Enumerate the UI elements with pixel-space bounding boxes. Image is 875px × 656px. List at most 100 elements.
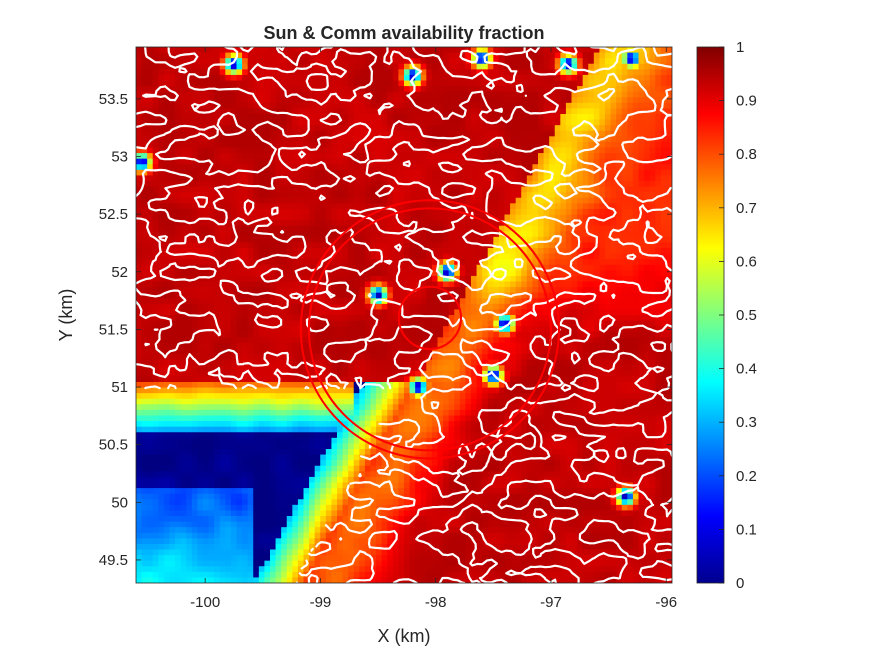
heatmap-cell bbox=[320, 454, 327, 461]
heatmap-cell bbox=[136, 292, 143, 299]
heatmap-cell bbox=[392, 337, 400, 344]
heatmap-cell bbox=[337, 214, 344, 221]
heatmap-cell bbox=[303, 169, 310, 177]
heatmap-cell bbox=[214, 449, 221, 456]
heatmap-cell bbox=[225, 303, 232, 311]
heatmap-cell bbox=[303, 270, 310, 277]
heatmap-cell bbox=[247, 287, 254, 294]
heatmap-cell bbox=[337, 426, 344, 433]
heatmap-cell bbox=[286, 74, 293, 82]
heatmap-cell bbox=[264, 560, 271, 567]
heatmap-cell bbox=[141, 197, 148, 204]
heatmap-cell bbox=[370, 404, 377, 411]
heatmap-cell bbox=[364, 488, 372, 495]
heatmap-cell bbox=[152, 331, 159, 338]
heatmap-cell bbox=[337, 108, 344, 115]
heatmap-cell bbox=[264, 287, 271, 294]
heatmap-cell bbox=[258, 91, 266, 98]
heatmap-cell bbox=[253, 192, 260, 199]
heatmap-cell bbox=[376, 560, 383, 567]
heatmap-cell bbox=[364, 365, 372, 372]
heatmap-cell bbox=[169, 220, 176, 227]
heatmap-cell bbox=[225, 521, 232, 528]
heatmap-cell bbox=[242, 426, 249, 433]
heatmap-cell bbox=[275, 309, 282, 316]
heatmap-cell bbox=[381, 147, 388, 154]
heatmap-cell bbox=[219, 91, 226, 98]
heatmap-cell bbox=[320, 426, 327, 433]
heatmap-cell bbox=[214, 393, 221, 400]
heatmap-cell bbox=[359, 393, 366, 400]
heatmap-cell bbox=[136, 566, 143, 573]
heatmap-cell bbox=[325, 560, 333, 567]
heatmap-cell bbox=[203, 382, 210, 389]
heatmap-cell bbox=[208, 130, 215, 137]
heatmap-cell bbox=[359, 119, 366, 126]
heatmap-cell bbox=[342, 398, 349, 405]
heatmap-cell bbox=[309, 376, 316, 383]
heatmap-cell bbox=[359, 231, 366, 238]
heatmap-cell bbox=[136, 164, 143, 171]
heatmap-cell bbox=[286, 348, 293, 355]
heatmap-cell bbox=[275, 108, 282, 115]
heatmap-cell bbox=[163, 409, 171, 417]
heatmap-cell bbox=[141, 203, 148, 210]
heatmap-cell bbox=[236, 560, 243, 567]
heatmap-cell bbox=[364, 409, 372, 417]
heatmap-cell bbox=[325, 248, 333, 255]
heatmap-cell bbox=[147, 47, 154, 54]
heatmap-cell bbox=[136, 516, 143, 523]
heatmap-cell bbox=[203, 97, 210, 104]
heatmap-cell bbox=[320, 147, 327, 154]
heatmap-cell bbox=[214, 398, 221, 405]
heatmap-cell bbox=[136, 370, 143, 378]
heatmap-cell bbox=[169, 175, 176, 182]
heatmap-cell bbox=[381, 543, 388, 551]
heatmap-cell bbox=[141, 309, 148, 316]
heatmap-cell bbox=[297, 543, 305, 551]
heatmap-cell bbox=[247, 499, 254, 506]
heatmap-cell bbox=[337, 398, 344, 405]
heatmap-cell bbox=[158, 309, 165, 316]
heatmap-cell bbox=[331, 398, 338, 405]
heatmap-cell bbox=[197, 298, 204, 305]
heatmap-cell bbox=[337, 337, 344, 344]
heatmap-cell bbox=[242, 186, 249, 193]
heatmap-cell bbox=[325, 443, 333, 450]
heatmap-cell bbox=[376, 398, 383, 405]
heatmap-cell bbox=[197, 566, 204, 573]
heatmap-cell bbox=[236, 510, 243, 517]
heatmap-cell bbox=[337, 365, 344, 372]
heatmap-cell bbox=[264, 432, 271, 439]
heatmap-cell bbox=[420, 231, 427, 238]
heatmap-cell bbox=[230, 248, 238, 255]
heatmap-cell bbox=[152, 69, 159, 76]
heatmap-cell bbox=[297, 208, 305, 216]
heatmap-cell bbox=[191, 510, 199, 517]
heatmap-cell bbox=[225, 214, 232, 221]
heatmap-cell bbox=[398, 136, 405, 143]
heatmap-cell bbox=[158, 342, 165, 350]
heatmap-cell bbox=[348, 566, 355, 573]
heatmap-cell bbox=[136, 504, 143, 512]
heatmap-cell bbox=[415, 359, 422, 366]
heatmap-cell bbox=[147, 342, 154, 350]
heatmap-cell bbox=[163, 342, 171, 350]
heatmap-cell bbox=[136, 538, 143, 545]
heatmap-cell bbox=[353, 348, 360, 355]
heatmap-cell bbox=[392, 560, 400, 567]
heatmap-cell bbox=[348, 460, 355, 467]
heatmap-cell bbox=[409, 303, 416, 311]
heatmap-cell bbox=[297, 186, 305, 193]
heatmap-cell bbox=[258, 86, 266, 93]
heatmap-cell bbox=[247, 97, 254, 104]
heatmap-cell bbox=[353, 298, 360, 305]
heatmap-cell bbox=[191, 91, 199, 98]
heatmap-cell bbox=[275, 231, 282, 238]
heatmap-cell bbox=[297, 348, 305, 355]
heatmap-cell bbox=[180, 141, 187, 149]
heatmap-cell bbox=[392, 370, 400, 378]
heatmap-cell bbox=[381, 560, 388, 567]
heatmap-cell bbox=[141, 69, 148, 76]
heatmap-cell bbox=[270, 270, 277, 277]
